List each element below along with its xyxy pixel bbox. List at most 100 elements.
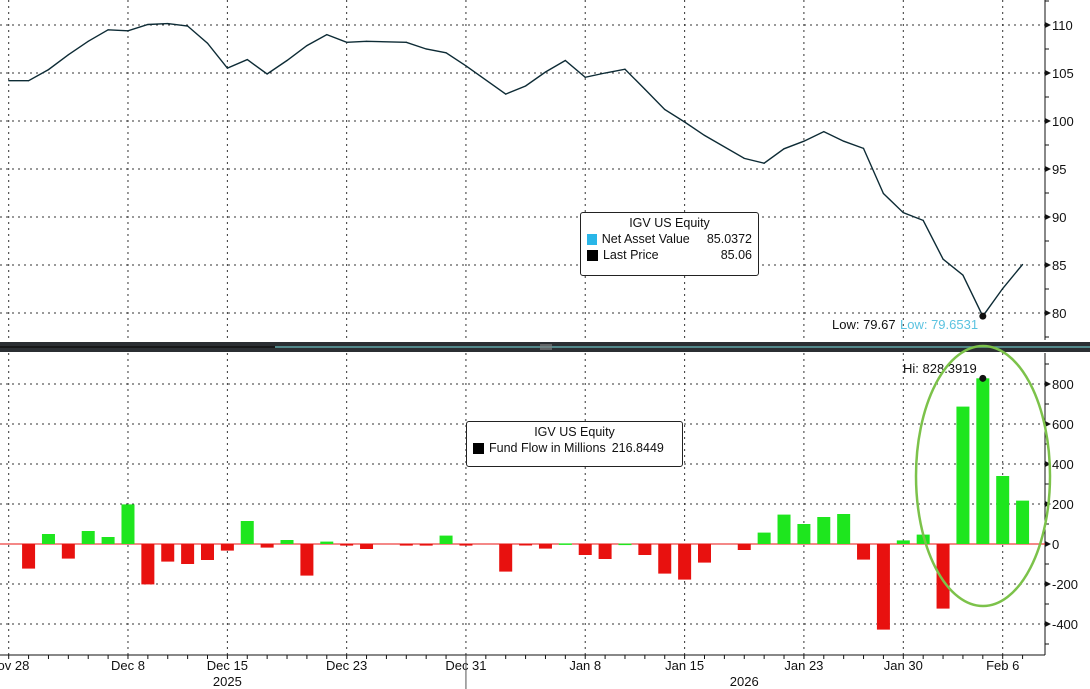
year-label: 2026 — [730, 674, 759, 689]
inflow-bar — [1016, 500, 1030, 544]
legend-value: 85.0372 — [706, 232, 752, 246]
y-tick-label: 400 — [1052, 457, 1074, 472]
last-price-line — [8, 22, 1024, 318]
inflow-bar — [558, 543, 572, 545]
outflow-bar — [538, 544, 552, 549]
price-point — [684, 121, 686, 123]
price-point — [783, 148, 785, 150]
price-point — [664, 108, 666, 111]
price-point — [167, 22, 169, 25]
price-point — [8, 80, 10, 82]
price-point — [67, 54, 69, 56]
price-point — [425, 48, 427, 50]
y-tick-label: 0 — [1052, 537, 1059, 552]
price-point — [246, 58, 248, 61]
legend-entry-nav: Net Asset Value 85.0372 — [587, 231, 752, 247]
x-tick-label: Jan 15 — [665, 658, 704, 673]
y-tick-label: 200 — [1052, 497, 1074, 512]
inflow-bar — [896, 540, 910, 544]
inflow-bar — [121, 504, 135, 544]
price-point — [942, 258, 944, 260]
price-point — [206, 42, 209, 44]
legend-value: 216.8449 — [611, 441, 664, 455]
outflow-bar — [459, 544, 473, 546]
high-label: Hi: 828.3919 — [903, 361, 977, 376]
nav-swatch-icon — [587, 233, 597, 245]
outflow-bar — [161, 544, 175, 562]
outflow-bar — [598, 544, 612, 559]
price-point — [803, 140, 805, 142]
legend-entry-last-price: Last Price 85.06 — [587, 247, 752, 263]
x-tick-label: Jan 8 — [569, 658, 601, 673]
legend-label: Net Asset Value — [601, 232, 690, 246]
inflow-bar — [618, 543, 632, 546]
inflow-bar — [996, 476, 1010, 544]
price-point — [862, 147, 865, 149]
y-tick-label: 110 — [1052, 18, 1073, 33]
price-point — [286, 59, 288, 62]
inflow-bar — [956, 406, 970, 544]
inflow-bar — [976, 378, 990, 544]
price-point — [346, 41, 348, 43]
price-point — [27, 80, 30, 82]
price-point — [584, 76, 586, 78]
price-point — [505, 93, 507, 95]
inflow-bar — [797, 524, 811, 544]
price-point — [604, 72, 606, 74]
outflow-bar — [638, 544, 652, 555]
price-point — [823, 130, 825, 133]
outflow-bar — [698, 544, 711, 563]
price-point — [306, 45, 308, 47]
flow-legend: IGV US Equity Fund Flow in Millions 216.… — [466, 421, 683, 467]
outflow-bar — [578, 544, 592, 555]
x-tick-label: Dec 8 — [111, 658, 145, 673]
price-point — [445, 52, 447, 54]
outflow-bar — [260, 544, 274, 548]
outflow-bar — [737, 544, 751, 550]
price-point — [624, 68, 626, 70]
price-point — [544, 71, 547, 73]
price-point — [326, 34, 328, 36]
outflow-bar — [61, 544, 75, 559]
low-marker — [979, 312, 987, 320]
y-tick-label: 600 — [1052, 417, 1074, 432]
inflow-bar — [320, 541, 334, 544]
inflow-bar — [439, 535, 453, 544]
price-point — [902, 212, 904, 214]
price-point — [465, 65, 467, 67]
price-point — [1021, 263, 1024, 266]
year-label: 2025 — [213, 674, 242, 689]
outflow-bar — [857, 544, 871, 560]
price-point — [87, 40, 89, 42]
legend-label: Last Price — [602, 248, 659, 262]
y-tick-label: 85 — [1052, 258, 1066, 273]
legend-entry-fund-flow: Fund Flow in Millions 216.8449 — [473, 440, 676, 456]
outflow-bar — [499, 544, 513, 572]
outflow-bar — [419, 544, 433, 546]
price-legend-title: IGV US Equity — [629, 216, 710, 230]
price-point — [703, 134, 706, 136]
outflow-bar — [22, 544, 36, 569]
price-point — [962, 274, 964, 276]
outflow-bar — [201, 544, 214, 560]
outflow-bar — [360, 544, 374, 549]
price-point — [147, 23, 149, 26]
low-nav-label: Low: 79.6531 — [900, 317, 978, 332]
price-point — [763, 162, 765, 164]
y-tick-label: 80 — [1052, 306, 1066, 321]
outflow-bar — [876, 544, 890, 630]
inflow-bar — [280, 540, 294, 544]
y-tick-label: 800 — [1052, 377, 1074, 392]
price-point — [365, 40, 368, 42]
price-point — [524, 85, 527, 87]
price-point — [922, 219, 924, 221]
price-point — [47, 69, 50, 71]
price-point — [107, 29, 109, 31]
last-price-swatch-icon — [587, 249, 598, 261]
price-point — [405, 41, 407, 43]
y-tick-label: -400 — [1052, 617, 1078, 632]
price-point — [564, 59, 566, 62]
price-point — [882, 192, 885, 195]
